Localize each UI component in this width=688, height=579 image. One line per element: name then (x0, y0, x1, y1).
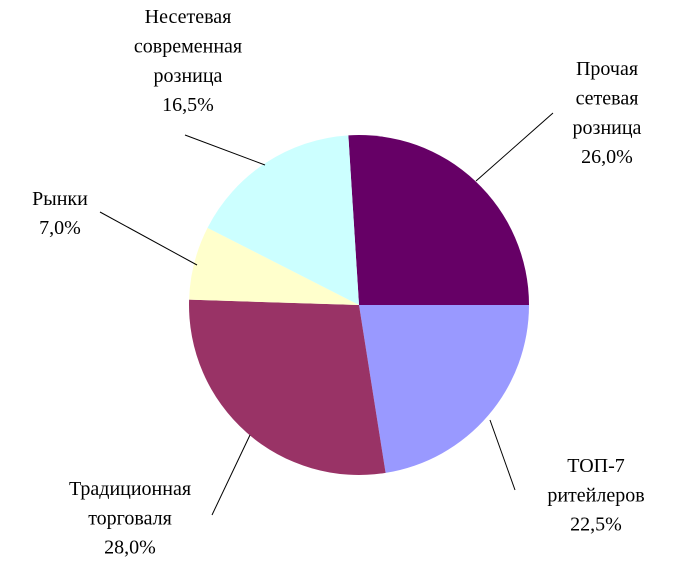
value-label: 26,0% (581, 146, 633, 168)
leader-line (99, 211, 198, 266)
value-label: 7,0% (39, 217, 81, 239)
value-label: 22,5% (570, 514, 622, 536)
pie-slice (189, 227, 359, 305)
slice-label: Традиционная торговаля (69, 478, 191, 530)
leader-line (475, 112, 554, 182)
pie-slice (359, 305, 529, 473)
slice-label: ТОП-7 ритейлеров (547, 455, 644, 507)
slice-label: Рынки (32, 188, 88, 210)
value-label: 28,0% (104, 537, 156, 559)
pie-slice (348, 135, 529, 305)
leader-line (211, 434, 251, 516)
leader-line (184, 134, 266, 166)
slice-label: Прочая сетевая розница (573, 58, 642, 139)
leader-line (489, 419, 516, 491)
pie-slice (188, 299, 386, 475)
slice-label: Несетевая современная розница (134, 6, 242, 87)
pie-slice (207, 135, 359, 305)
value-label: 16,5% (162, 94, 214, 116)
